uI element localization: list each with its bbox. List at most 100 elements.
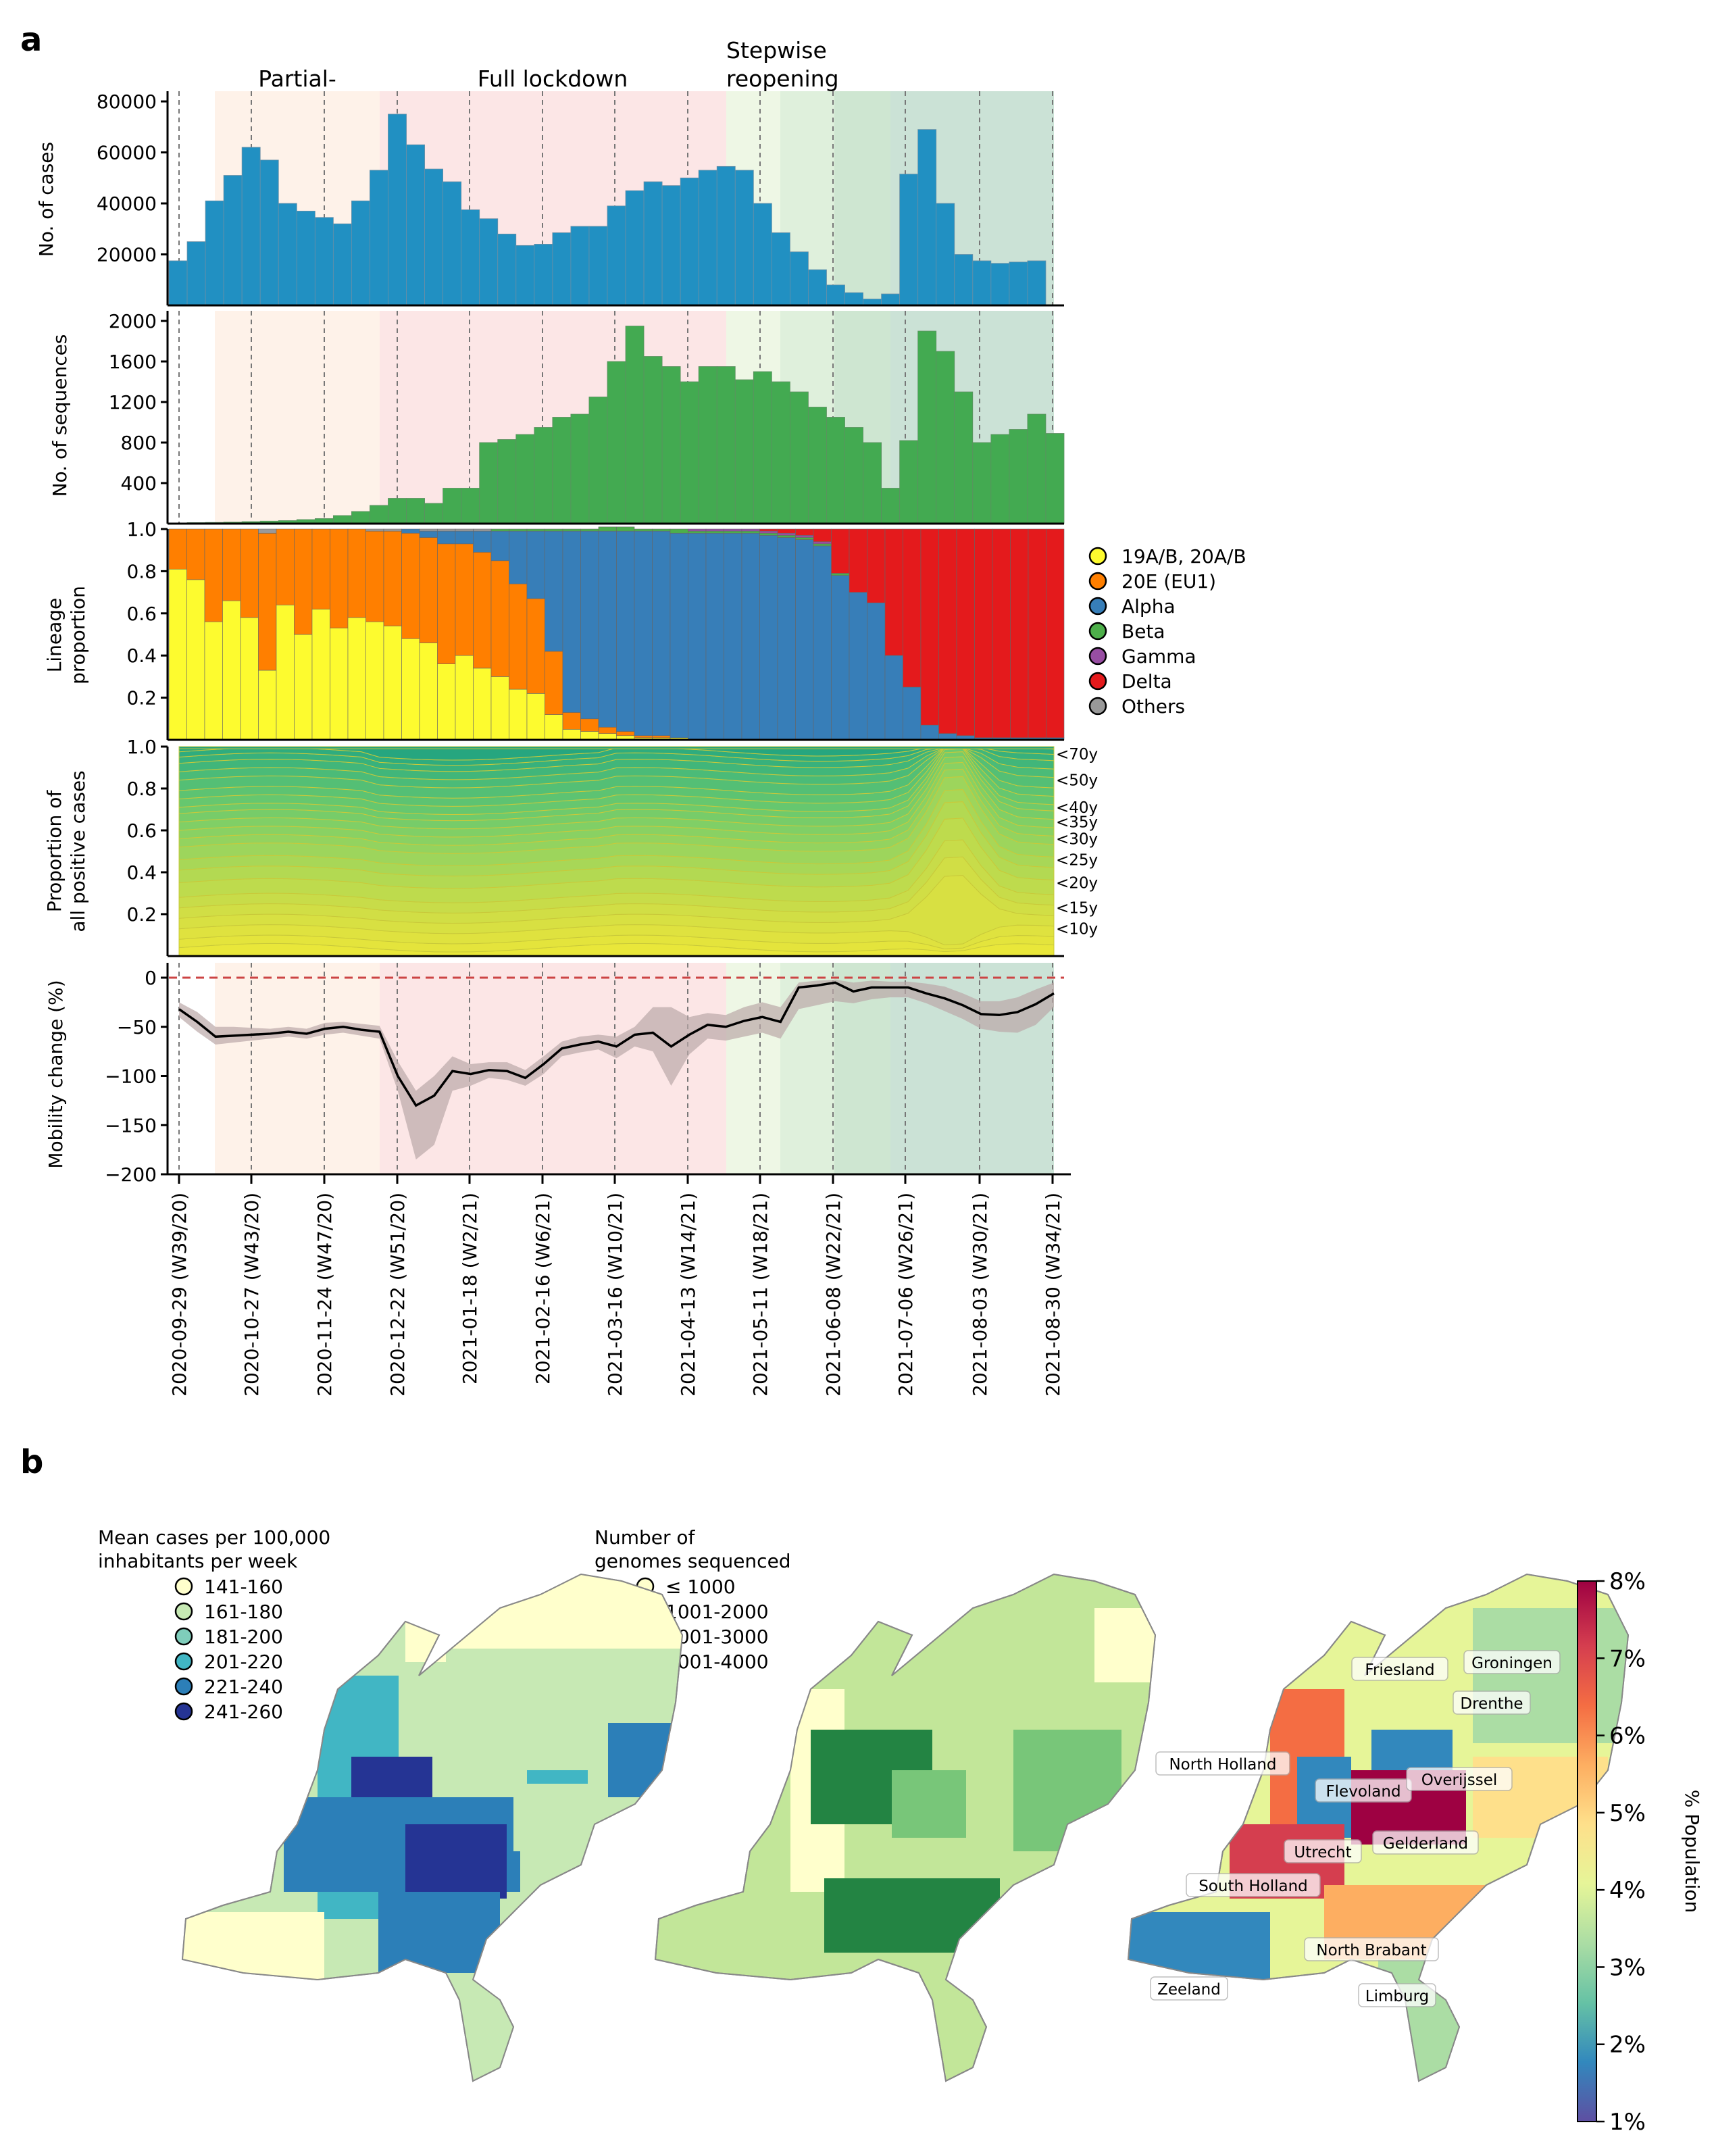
lineage-bar-segment [580,718,599,732]
lineage-bar-segment [652,528,671,532]
cases-bar [259,159,279,306]
lineage-bar-segment [473,530,492,553]
sequences-bar [406,498,425,524]
lineage-bar-segment [168,528,187,570]
lineage-bar-segment [186,579,205,741]
province-labels: Friesland Groningen Drenthe North Holland Fl… [1150,1650,1561,2007]
cases-bar [661,185,681,306]
lineage-bar-segment [867,528,886,603]
age-label: <70y [1056,746,1098,763]
lineage-bar-segment [616,731,635,736]
sequences-bar [753,371,772,524]
genomes-legend-title-2: genomes sequenced [595,1550,791,1572]
colorbar-tick-label: 7% [1609,1645,1646,1672]
province-label-box [1372,1830,1479,1855]
y-tick-label: 2000 [109,310,157,332]
lineage-bar-segment [419,530,438,538]
lineage-bar-segment [688,532,707,741]
age-ylabel-2: all positive cases [67,770,89,932]
lineage-bar-segment [455,655,474,741]
lineage-bar-segment [204,528,223,622]
sequences-bar [643,356,663,524]
province-label: Gelderland [1383,1835,1468,1853]
phase-shade [726,963,780,1174]
cases-bar [625,190,645,306]
x-tick-label: 2021-08-03 (W30/21) [969,1193,991,1397]
cases-bar [552,232,572,306]
lineage-bar-segment [258,670,277,741]
lineage-bar-segment [347,528,366,618]
lineage-bar-segment [777,528,796,534]
cases-bar [443,181,462,306]
lineage-legend-marker [1088,547,1107,566]
lineage-bar-segment [795,528,814,536]
lineage-bar-segment [562,530,581,713]
lineage-bar-segment [831,573,850,576]
lineage-bar-segment [920,724,939,741]
sequences-bar [844,427,863,524]
sequences-bar [332,515,352,524]
lineage-bar-segment [347,617,366,741]
sequences-bar [570,413,590,524]
cases-bar [607,205,626,306]
lineage-bar-segment [419,643,438,741]
legend-label: 221-240 [204,1676,283,1698]
y-tick-label: 400 [121,472,157,495]
legend-marker [174,1577,193,1596]
lineage-bar-segment [455,530,474,545]
lineage-bar-segment [545,714,563,741]
sequences-bar [990,434,1010,524]
cases-bar [734,170,754,306]
cases-bar [899,174,919,306]
lineage-bar-segment [490,560,509,677]
lineage-bar-segment [526,528,545,532]
y-tick-label: 20000 [97,244,157,266]
lineage-legend-label: Delta [1121,670,1172,693]
sequences-bar [1009,429,1028,524]
cases-bar [588,226,608,306]
lineage-bar-segment [580,731,599,741]
lineage-bar-segment [419,528,438,532]
cases-bar [515,245,535,306]
lineage-bar-segment [455,528,474,532]
sequences-bar [370,505,388,524]
y-tick-label: −100 [105,1066,157,1088]
x-tick-label: 2020-10-27 (W43/20) [241,1193,263,1397]
sequences-bar [424,503,444,524]
lineage-bar-segment [759,535,778,741]
lineage-bar-segment [311,528,330,609]
y-tick-label: 0.8 [126,560,157,582]
province-label-box [1463,1650,1561,1674]
lineage-bar-segment [490,528,509,532]
lineage-bar-segment [795,537,814,540]
province-label: Friesland [1365,1661,1434,1679]
lineage-bar-segment [813,541,832,545]
lineage-bar-segment [437,543,456,664]
y-tick-label: −50 [117,1016,157,1038]
lineage-bar-segment [562,712,581,730]
lineage-bar-segment [813,545,832,741]
lineage-bar-segment [509,583,528,690]
age-label: <20y [1056,875,1098,893]
lineage-bar-segment [670,528,688,534]
cases-bar [223,175,243,306]
lineage-bar-segment [455,543,474,656]
lineage-bar-segment [652,530,671,736]
cases-bar [332,223,352,306]
lineage-panel: 0.2 0.4 0.6 0.8 1.0 [126,518,1065,741]
lineage-bar-segment [992,528,1011,738]
sequences-bar [588,397,608,524]
mobility-band [179,979,1054,1160]
lineage-bar-segment [705,528,724,532]
lineage-bar-segment [634,528,653,532]
legend-label: 141-160 [204,1576,283,1598]
cases-legend: Mean cases per 100,000 inhabitants per w… [98,1526,330,1723]
colorbar-ticks: 8% 7% 6% 5% 4% 3% 2% 1% [1596,1568,1646,2136]
lineage-bar-segment [688,530,707,534]
sequences-bar [607,361,626,524]
lineage-bar-segment [186,528,205,580]
lineage-legend-marker [1088,597,1107,616]
cases-bar [643,181,663,306]
sequences-bar [661,366,681,524]
